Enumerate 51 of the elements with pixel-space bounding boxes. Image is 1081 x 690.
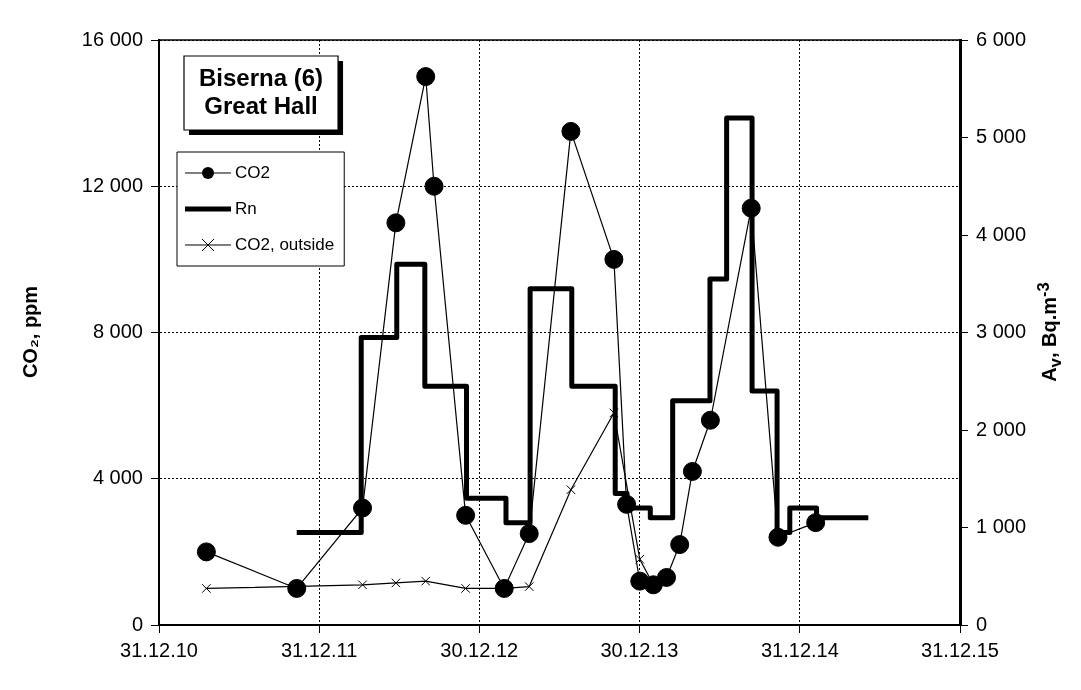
point <box>519 524 539 544</box>
point <box>768 527 788 547</box>
point <box>806 513 826 533</box>
y2-tick-label: 0 <box>976 612 988 635</box>
point <box>643 575 663 595</box>
point <box>566 484 576 495</box>
text: Biserna (6) Great Hall <box>199 63 324 119</box>
y2-tick-label: 3 000 <box>976 320 1027 343</box>
y-tick-label: 12 000 <box>81 173 143 196</box>
y-tick-label: 16 000 <box>81 27 143 50</box>
x-tick-label: 31.12.10 <box>120 638 198 661</box>
point <box>700 410 720 430</box>
point <box>741 198 761 218</box>
x-tick-label: 31.12.15 <box>921 638 999 661</box>
y2-tick-label: 4 000 <box>976 222 1027 245</box>
y2-tick-label: 6 000 <box>976 27 1027 50</box>
point <box>561 121 581 141</box>
y-tick-label: 4 000 <box>92 466 143 489</box>
legend-label: CO2 <box>235 162 270 182</box>
point <box>604 249 624 269</box>
point <box>424 176 444 196</box>
point <box>460 583 471 594</box>
y-tick-label: 8 000 <box>92 320 143 343</box>
point <box>353 498 373 518</box>
point <box>524 581 534 592</box>
point <box>391 578 401 588</box>
y2-tick-label: 2 000 <box>976 417 1027 440</box>
point <box>196 542 216 562</box>
point <box>494 578 514 598</box>
y2-tick-label: 5 000 <box>976 125 1027 148</box>
point <box>670 535 690 555</box>
x-tick-label: 31.12.14 <box>760 638 839 661</box>
legend-label: CO2, outside <box>235 234 335 254</box>
point <box>635 554 645 564</box>
y-tick-label: 0 <box>131 612 143 635</box>
point <box>416 67 436 87</box>
x-tick-label: 30.12.12 <box>440 638 519 661</box>
point <box>287 578 307 598</box>
point <box>617 494 637 514</box>
point <box>386 213 406 233</box>
point <box>420 576 431 586</box>
x-tick-label: 31.12.11 <box>280 638 358 661</box>
point <box>357 580 368 590</box>
point <box>456 505 476 525</box>
legend-label: Rn <box>235 198 257 218</box>
point <box>201 583 212 594</box>
point <box>657 567 677 587</box>
point <box>682 461 702 481</box>
y-axis-title: CO₂, ppm <box>18 285 42 379</box>
x-tick-label: 30.12.13 <box>600 638 679 661</box>
y2-tick-label: 1 000 <box>976 515 1027 538</box>
